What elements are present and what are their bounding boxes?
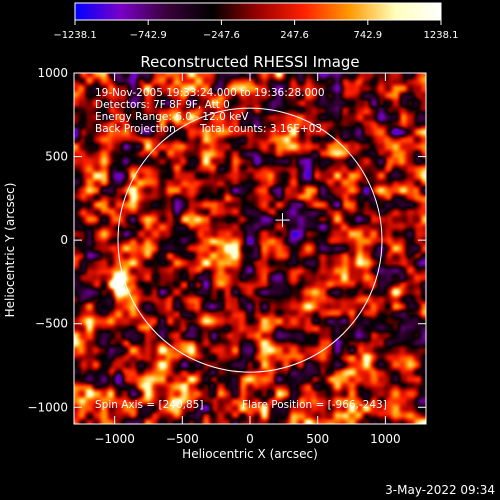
heatmap-image: [74, 73, 426, 424]
axis-ticks: −1000 −500 0 500 1000 −1000 −500 0 500 1000: [27, 66, 426, 446]
x-tick-label: 0: [246, 432, 254, 446]
annotation-energy: Energy Range: 6.0 - 12.0 keV: [95, 111, 249, 123]
colorbar-tick-label: −1238.1: [53, 30, 96, 41]
y-tick-label: 0: [60, 233, 68, 247]
annotation-method: Back Projection: [95, 123, 176, 135]
annotation-spin-axis: Spin Axis = [240,85]: [95, 399, 203, 411]
annotation-detectors: Detectors: 7F 8F 9F, Att 0: [95, 99, 230, 111]
solar-disk-outline: [117, 107, 383, 373]
colorbar-tick-label: −742.9: [130, 30, 167, 41]
y-tick-label: 500: [45, 150, 68, 164]
x-tick-label: 1000: [370, 432, 401, 446]
heatmap-raster: [74, 73, 426, 424]
footer-date: 3-May-2022 09:34: [385, 483, 495, 497]
x-tick-label: 500: [306, 432, 329, 446]
flare-cross-marker: [275, 213, 290, 228]
y-axis-label: Heliocentric Y (arcsec): [3, 183, 17, 318]
chart-title: Reconstructed RHESSI Image: [140, 53, 359, 71]
y-tick-label: 1000: [37, 66, 68, 80]
y-tick-label: −1000: [27, 400, 68, 414]
x-tick-label: −1000: [94, 432, 135, 446]
colorbar-tick-label: 742.9: [353, 30, 382, 41]
colorbar: [74, 2, 442, 21]
colorbar-tick-label: −247.6: [203, 30, 240, 41]
colorbar-ticks: −1238.1 −742.9 −247.6 247.6 742.9 1238.1: [53, 20, 459, 41]
x-tick-label: −500: [166, 432, 199, 446]
annotation-time-range: 19-Nov-2005 19:33:24.000 to 19:36:28.000: [95, 87, 325, 99]
colorbar-tick-label: 1238.1: [424, 30, 459, 41]
annotation-flare-position: Flare Position = [-966,-243]: [242, 399, 387, 411]
colorbar-tick-label: 247.6: [280, 30, 309, 41]
annotation-counts: Total counts: 3.16E+03: [199, 123, 322, 135]
x-axis-label: Heliocentric X (arcsec): [182, 447, 318, 461]
y-tick-label: −500: [35, 317, 68, 331]
